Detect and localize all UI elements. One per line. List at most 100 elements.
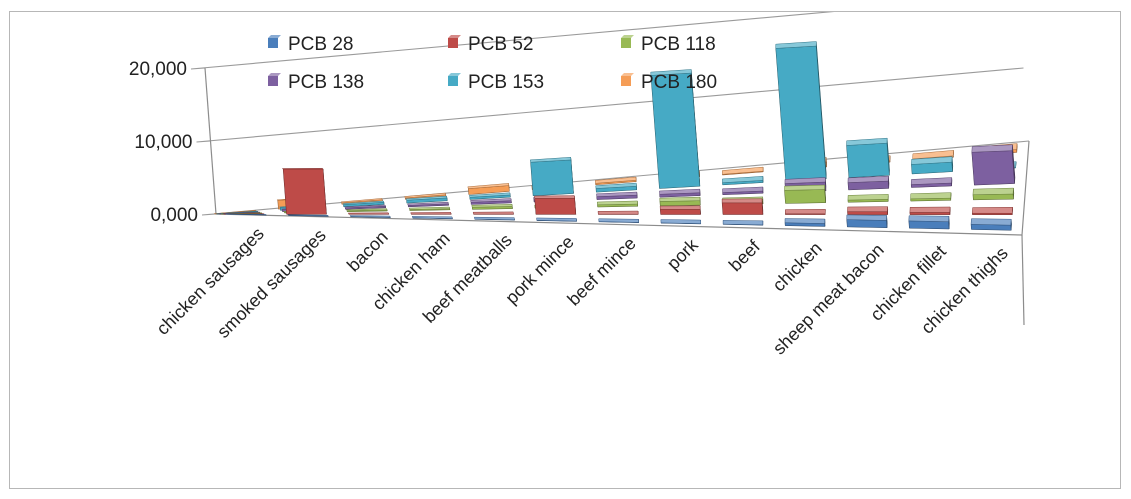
bar-top	[775, 41, 817, 49]
bar	[910, 192, 952, 202]
bar-top	[847, 175, 889, 183]
bar-top	[912, 150, 954, 160]
bar	[722, 176, 764, 186]
bar	[347, 212, 390, 215]
y-tick-label: 20,000	[129, 59, 187, 80]
bar-top	[846, 214, 887, 221]
bar-top	[722, 220, 764, 226]
bar-top	[216, 210, 258, 215]
bar-top	[286, 214, 329, 217]
bar	[659, 205, 701, 215]
bar-top	[471, 204, 513, 208]
bar	[775, 41, 827, 182]
bar-top	[345, 208, 388, 211]
bar	[411, 216, 453, 220]
bar	[472, 211, 514, 215]
category-label: beef	[725, 236, 765, 276]
bar	[970, 218, 1012, 231]
bar-top	[534, 195, 575, 199]
bar-top	[597, 210, 639, 215]
bar-top	[909, 206, 951, 213]
bar-top	[846, 137, 888, 146]
legend-item: PCB 153	[448, 72, 544, 93]
bar	[345, 208, 388, 213]
bar-top	[404, 192, 447, 199]
category-label: chicken	[769, 238, 826, 295]
bar-top	[659, 205, 701, 210]
bar-top	[344, 204, 386, 209]
bar	[468, 192, 511, 200]
bar-top	[467, 183, 510, 189]
bar-top	[847, 206, 888, 212]
bar	[408, 206, 451, 211]
legend-label: PCB 52	[468, 34, 533, 55]
bar	[971, 144, 1016, 186]
bar-top	[722, 186, 764, 193]
bar	[847, 175, 890, 191]
bar-top	[660, 219, 702, 224]
bar	[909, 206, 951, 215]
bar-top	[784, 184, 825, 191]
legend-item: PCB 180	[621, 72, 717, 93]
y-tick-label: 10,000	[134, 132, 192, 153]
legend-label: PCB 180	[641, 72, 717, 93]
legend-swatch-top	[448, 35, 461, 38]
bar-top	[598, 218, 639, 223]
bar	[650, 69, 701, 189]
chart-svg: 0,000 10,000 20,000 chicken sausagessmoked …	[129, 12, 1030, 359]
bar-top	[405, 195, 448, 201]
bar	[471, 204, 513, 210]
legend-swatch-top	[448, 73, 461, 76]
bar-top	[347, 212, 390, 215]
bar	[349, 215, 391, 218]
bar	[722, 166, 764, 176]
legend-item: PCB 138	[268, 72, 364, 93]
bar	[344, 204, 386, 210]
bar	[722, 220, 764, 226]
bar	[467, 183, 510, 195]
bar-top	[785, 209, 826, 215]
bar-front	[846, 219, 888, 228]
bar	[410, 212, 452, 215]
legend-swatch	[448, 76, 458, 86]
legend-label: PCB 153	[468, 72, 544, 93]
gridline	[201, 140, 1030, 216]
legend-swatch	[448, 38, 458, 48]
bar	[598, 218, 639, 223]
bar-front	[909, 212, 951, 215]
bar-top	[908, 215, 950, 222]
bar-top	[536, 217, 577, 222]
legend-swatch-top	[268, 35, 281, 38]
bar-top	[659, 188, 701, 195]
bar	[847, 206, 889, 215]
bar-top	[972, 207, 1013, 214]
bar-top	[721, 198, 763, 204]
bar-top	[349, 215, 391, 218]
bars	[214, 41, 1018, 231]
legend-item: PCB 118	[621, 34, 716, 55]
bar	[536, 217, 577, 222]
bar	[972, 187, 1015, 201]
legend-swatch-top	[621, 35, 634, 38]
gridline	[196, 67, 1024, 143]
bar	[660, 219, 702, 225]
bar-top	[474, 216, 515, 221]
bar	[911, 156, 954, 175]
bar	[281, 167, 327, 215]
y-tick-label: 0,000	[150, 205, 198, 226]
legend: PCB 28 PCB 52 PCB 118 PCB 138 PCB 153 PCB 180	[268, 34, 717, 93]
bar-top	[342, 200, 385, 205]
bar	[785, 209, 826, 215]
bar-top	[722, 166, 764, 175]
chart-frame: 0,000 10,000 20,000 chicken sausages smoked …	[9, 11, 1121, 489]
bar-top	[218, 211, 260, 215]
bar	[595, 182, 637, 193]
bar	[722, 186, 764, 196]
bar-top	[470, 198, 512, 203]
bar-top	[784, 177, 826, 184]
legend-swatch	[268, 76, 278, 86]
bar	[847, 194, 889, 203]
legend-swatch-top	[268, 73, 281, 76]
legend-label: PCB 118	[641, 34, 716, 55]
bar-top	[972, 187, 1014, 196]
